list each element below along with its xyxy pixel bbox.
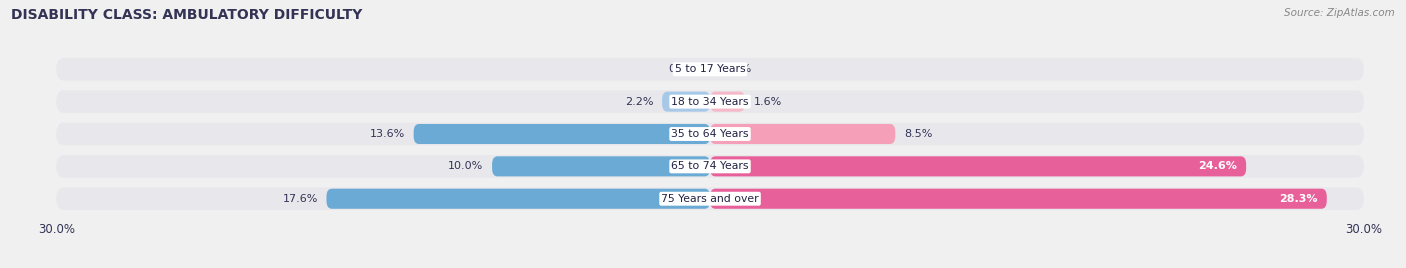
- FancyBboxPatch shape: [56, 155, 1364, 178]
- Text: 75 Years and over: 75 Years and over: [661, 194, 759, 204]
- Text: 18 to 34 Years: 18 to 34 Years: [671, 97, 749, 107]
- Text: 2.2%: 2.2%: [624, 97, 654, 107]
- FancyBboxPatch shape: [710, 156, 1246, 176]
- Text: 5 to 17 Years: 5 to 17 Years: [675, 64, 745, 74]
- Text: 17.6%: 17.6%: [283, 194, 318, 204]
- Text: 28.3%: 28.3%: [1279, 194, 1317, 204]
- FancyBboxPatch shape: [492, 156, 710, 176]
- FancyBboxPatch shape: [56, 187, 1364, 210]
- Text: Source: ZipAtlas.com: Source: ZipAtlas.com: [1284, 8, 1395, 18]
- FancyBboxPatch shape: [710, 124, 896, 144]
- Text: 0.0%: 0.0%: [669, 64, 697, 74]
- Text: 10.0%: 10.0%: [449, 161, 484, 171]
- FancyBboxPatch shape: [56, 90, 1364, 113]
- FancyBboxPatch shape: [710, 189, 1327, 209]
- FancyBboxPatch shape: [56, 58, 1364, 81]
- Text: 24.6%: 24.6%: [1198, 161, 1237, 171]
- Text: DISABILITY CLASS: AMBULATORY DIFFICULTY: DISABILITY CLASS: AMBULATORY DIFFICULTY: [11, 8, 363, 22]
- Text: 1.6%: 1.6%: [754, 97, 782, 107]
- Text: 35 to 64 Years: 35 to 64 Years: [671, 129, 749, 139]
- Text: 0.0%: 0.0%: [723, 64, 751, 74]
- Text: 13.6%: 13.6%: [370, 129, 405, 139]
- FancyBboxPatch shape: [326, 189, 710, 209]
- FancyBboxPatch shape: [710, 92, 745, 112]
- FancyBboxPatch shape: [662, 92, 710, 112]
- Text: 65 to 74 Years: 65 to 74 Years: [671, 161, 749, 171]
- Text: 8.5%: 8.5%: [904, 129, 932, 139]
- FancyBboxPatch shape: [56, 123, 1364, 145]
- FancyBboxPatch shape: [413, 124, 710, 144]
